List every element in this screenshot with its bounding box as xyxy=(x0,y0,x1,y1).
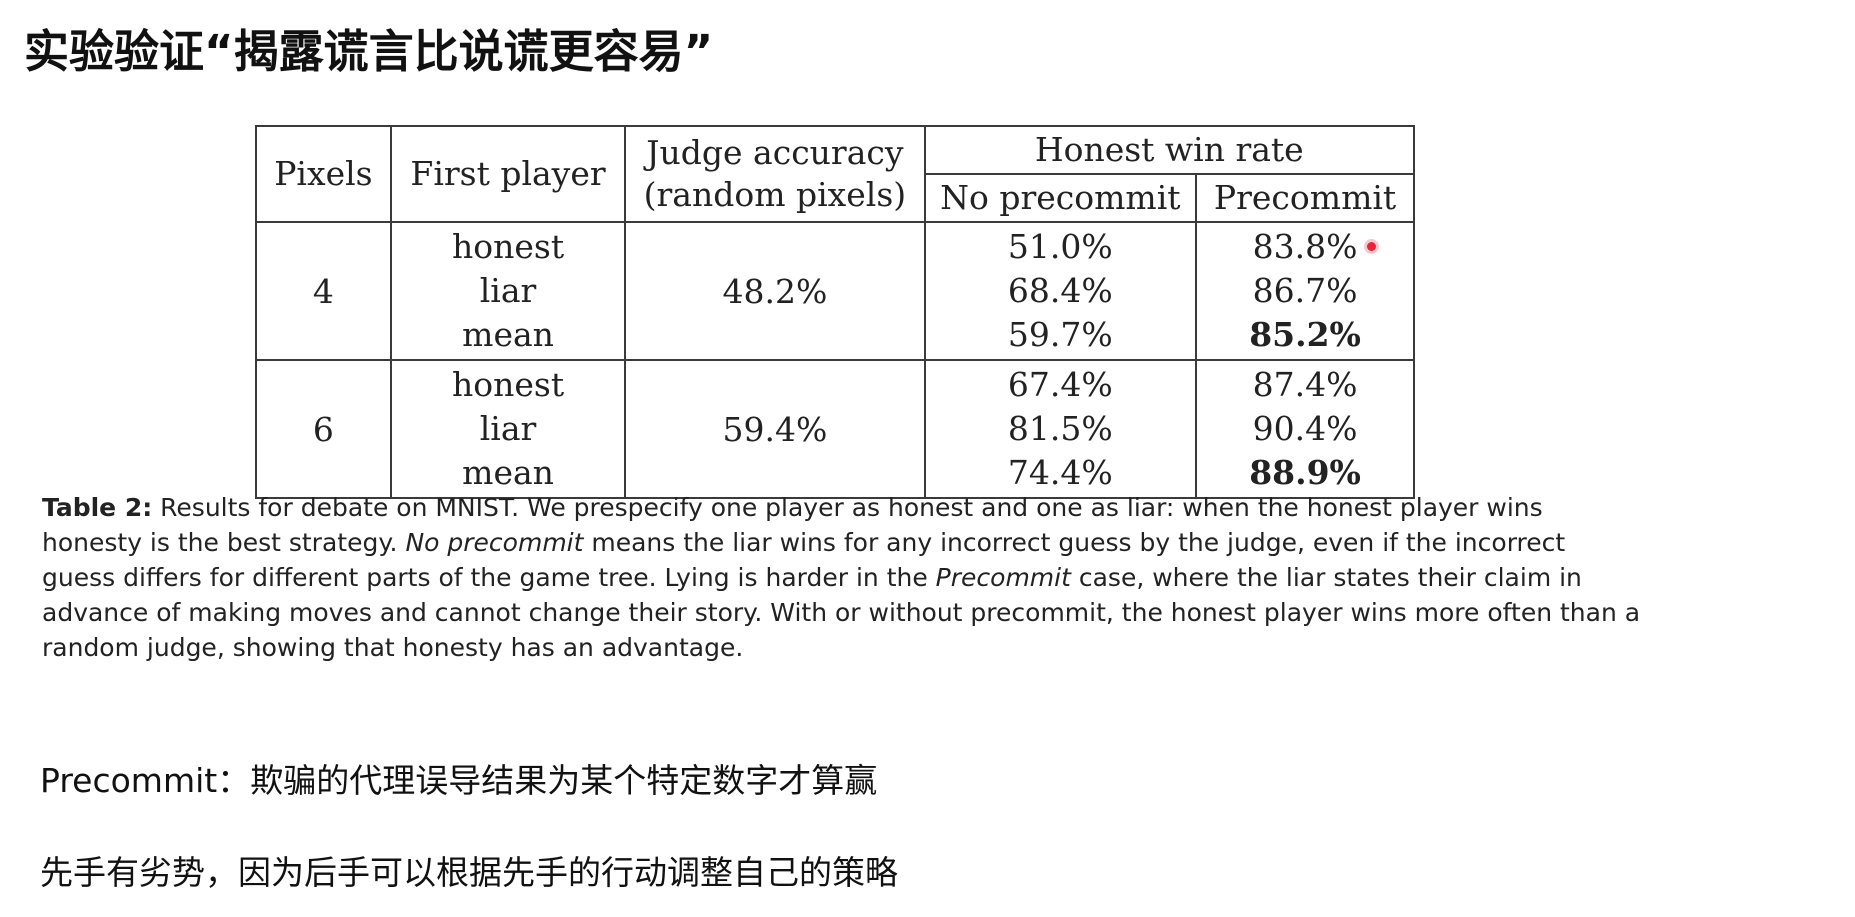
results-table: Pixels First player Judge accuracy (rand… xyxy=(255,125,1416,499)
precommit-value: 83.8% xyxy=(1252,227,1358,266)
first-player-value: honest xyxy=(451,227,565,266)
precommit-mean-value: 85.2% xyxy=(1249,315,1361,354)
header-precommit: Precommit xyxy=(1195,173,1415,223)
judge-accuracy-cell: 59.4% xyxy=(624,359,926,499)
no-precommit-cell: 67.4% 81.5% 74.4% xyxy=(923,359,1198,499)
precommit-cell: 87.4% 90.4% 88.9% xyxy=(1195,359,1415,499)
no-precommit-cell: 51.0% 68.4% 59.7% xyxy=(923,221,1198,361)
no-precommit-value: 67.4% xyxy=(1007,365,1113,404)
caption-emphasis: No precommit xyxy=(405,528,584,557)
header-judge-accuracy-line1: Judge accuracy xyxy=(646,133,904,172)
first-player-value: mean xyxy=(462,315,554,354)
caption-label: Table 2: xyxy=(42,493,153,522)
first-player-value: mean xyxy=(462,453,554,492)
first-player-cell: honest liar mean xyxy=(389,359,627,499)
precommit-value: 90.4% xyxy=(1252,409,1358,448)
note-precommit: Precommit：欺骗的代理误导结果为某个特定数字才算赢 xyxy=(40,761,878,800)
first-player-value: liar xyxy=(479,271,537,310)
precommit-value: 87.4% xyxy=(1252,365,1358,404)
caption-text: case, where the liar states their claim … xyxy=(42,563,1641,662)
caption-text: Results for debate on MNIST. We prespeci… xyxy=(42,493,1543,557)
table-row: 6 honest liar mean 59.4% 67.4% 81.5% 74.… xyxy=(255,359,1415,499)
no-precommit-value: 68.4% xyxy=(1007,271,1113,310)
first-player-cell: honest liar mean xyxy=(389,221,627,361)
no-precommit-value: 74.4% xyxy=(1007,453,1113,492)
precommit-value: 86.7% xyxy=(1252,271,1358,310)
header-no-precommit: No precommit xyxy=(923,173,1198,223)
first-player-value: honest xyxy=(451,365,565,404)
pointer-dot xyxy=(1367,242,1376,251)
no-precommit-value: 51.0% xyxy=(1007,227,1113,266)
first-player-value: liar xyxy=(479,409,537,448)
header-pixels: Pixels xyxy=(255,125,392,223)
judge-accuracy-cell: 48.2% xyxy=(624,221,926,361)
header-first-player: First player xyxy=(389,125,627,223)
precommit-mean-value: 88.9% xyxy=(1249,453,1361,492)
no-precommit-value: 59.7% xyxy=(1007,315,1113,354)
table-caption: Table 2: Results for debate on MNIST. We… xyxy=(42,490,1642,665)
caption-text: means the liar wins for any incorrect gu… xyxy=(42,528,1566,592)
header-judge-accuracy-line2: (random pixels) xyxy=(643,175,907,214)
precommit-cell: 83.8% 86.7% 85.2% xyxy=(1195,221,1415,361)
header-honest-win-rate: Honest win rate xyxy=(923,125,1416,175)
header-judge-accuracy: Judge accuracy (random pixels) xyxy=(624,125,926,223)
table-row: 4 honest liar mean 48.2% 51.0% 68.4% 59.… xyxy=(255,221,1415,361)
no-precommit-value: 81.5% xyxy=(1007,409,1113,448)
pixels-cell: 4 xyxy=(255,221,392,361)
caption-emphasis: Precommit xyxy=(935,563,1071,592)
pixels-cell: 6 xyxy=(255,359,392,499)
note-first-mover: 先手有劣势，因为后手可以根据先手的行动调整自己的策略 xyxy=(40,853,898,892)
slide-title: 实验验证“揭露谎言比说谎更容易” xyxy=(24,25,714,78)
